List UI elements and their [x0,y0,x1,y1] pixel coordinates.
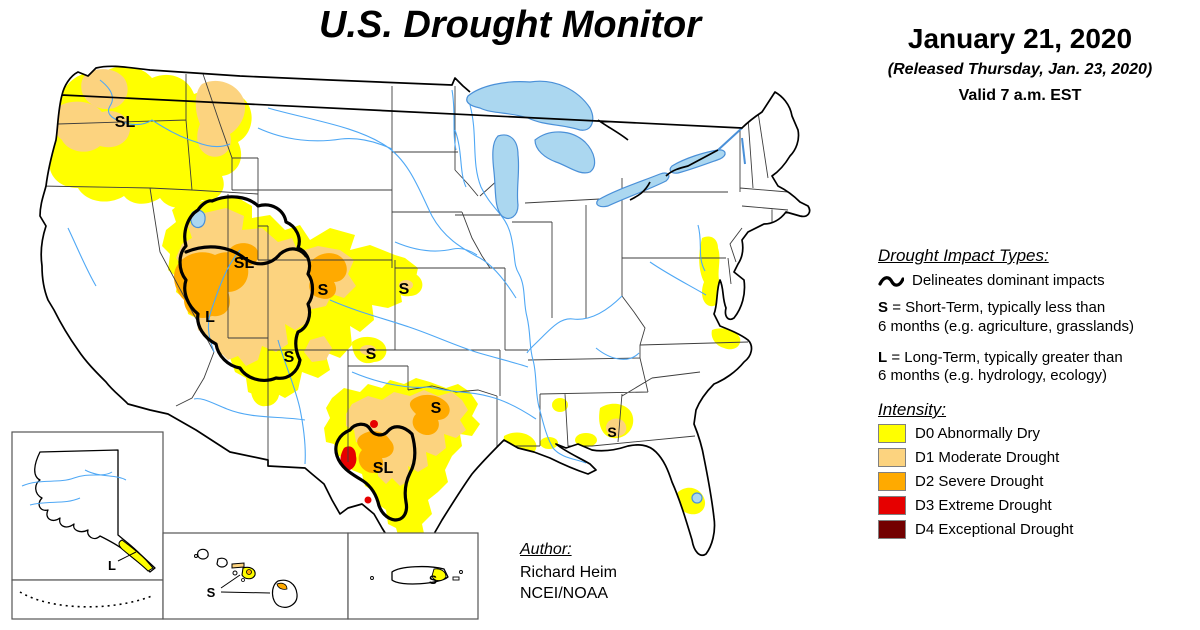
d2-swatch [878,472,906,491]
author-heading: Author: [520,541,572,558]
impact-label-l: L [108,558,116,573]
impact-label-s: S [429,573,437,587]
impact-label-sl: SL [373,460,394,477]
d1-swatch [878,448,906,467]
legend-item-d3: D3 Extreme Drought [878,496,1194,515]
impact-label-l: L [205,309,215,326]
released-date: (Released Thursday, Jan. 23, 2020) [887,60,1153,78]
impact-label-sl: SL [115,114,136,131]
author-org: NCEI/NOAA [520,584,609,602]
impact-types-heading: Drought Impact Types: [878,246,1049,265]
conus-outline [39,65,811,571]
long-term-key: L [878,348,888,366]
legend-item-d2: D2 Severe Drought [878,472,1194,491]
legend-item-d1: D1 Moderate Drought [878,448,1194,467]
author-block: Author: Richard Heim NCEI/NOAA [520,540,617,604]
d3-swatch [878,496,906,515]
hawaii-label-pointers [220,574,271,594]
impact-label-s: S [607,424,616,440]
impact-types-legend: Drought Impact Types: Delineates dominan… [878,246,1194,398]
short-term-key: S [878,299,889,316]
map-date-block: January 21, 2020 (Released Thursday, Jan… [845,23,1195,105]
alaska-panhandle-drought [118,539,154,572]
impact-label-s: S [207,585,216,600]
puerto-rico-inset [347,532,479,620]
impact-boundary-lines [178,195,417,522]
impact-label-s: S [284,349,295,366]
impact-label-sl: SL [234,255,255,272]
intensity-legend: Intensity: D0 Abnormally Dry D1 Moderate… [878,400,1194,544]
d4-swatch [878,520,906,539]
impact-label-s: S [366,346,377,363]
page-title: U.S. Drought Monitor [318,4,702,46]
legend-item-d0: D0 Abnormally Dry [878,424,1194,443]
intensity-heading: Intensity: [878,400,947,419]
delineates-text: Delineates dominant impacts [912,272,1105,289]
drought-layer-d2 [174,243,450,474]
long-term-definition: L = Long-Term, typically greater than 6 … [878,348,1123,385]
impact-label-s: S [399,281,410,298]
author-name: Richard Heim [520,563,617,581]
valid-time: Valid 7 a.m. EST [958,86,1082,104]
rivers [67,79,707,465]
short-term-definition: S = Short-Term, typically less than 6 mo… [878,299,1134,335]
alaska-inset [11,431,164,620]
alaska-rivers [21,469,127,506]
impact-label-s: S [431,400,442,417]
hawaii-inset [162,532,349,620]
legend-item-d4: D4 Exceptional Drought [878,520,1194,539]
alaska-label-pointer [117,551,137,562]
impact-label-s: S [318,282,329,299]
squiggle-line-icon [878,275,904,287]
map-date: January 21, 2020 [907,23,1133,54]
aleutian-islands [19,591,153,608]
d0-swatch [878,424,906,443]
